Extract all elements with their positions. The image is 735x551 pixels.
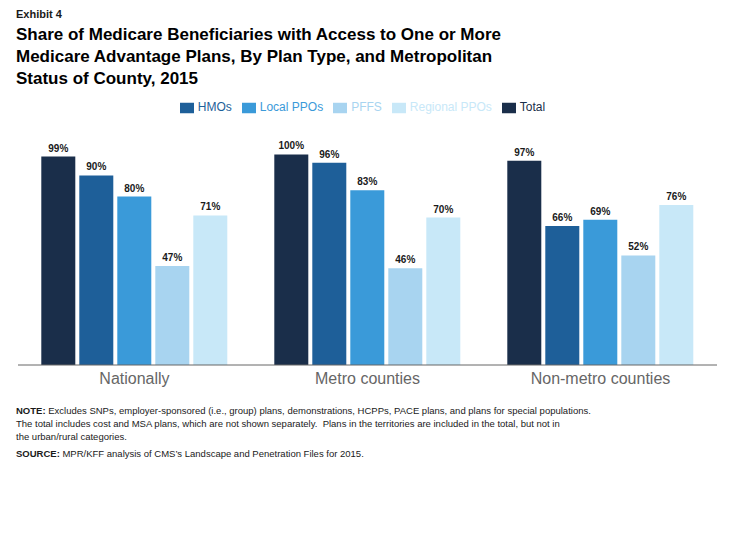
svg-text:100%: 100% [279,140,305,151]
svg-text:Nationally: Nationally [99,370,169,387]
svg-text:83%: 83% [357,176,377,187]
svg-text:47%: 47% [162,252,182,263]
html-text:SOURCE: MPR/KFF analysis of CM: SOURCE: MPR/KFF analysis of CMS’s Landsc… [16,448,364,459]
html-text:Share of Medicare Beneficiarie: Share of Medicare Beneficiaries with Acc… [16,25,501,44]
svg-text:Metro counties: Metro counties [315,370,420,387]
svg-text:71%: 71% [200,201,220,212]
html-text:Regional PPOs: Regional PPOs [409,100,492,114]
html-text:Medicare Advantage Plans, By P: Medicare Advantage Plans, By Plan Type, … [16,47,493,66]
svg-text:99%: 99% [48,143,68,154]
svg-text:46%: 46% [395,254,415,265]
html-text:HMOs: HMOs [197,100,232,114]
svg-text:69%: 69% [590,206,610,217]
html-text:Status of County, 2015: Status of County, 2015 [16,69,198,88]
html-text:Total: Total [519,100,546,114]
svg-text:66%: 66% [552,212,572,223]
svg-text:76%: 76% [666,191,686,202]
svg-text:96%: 96% [319,149,339,160]
svg-text:Non-metro counties: Non-metro counties [531,370,671,387]
html-text:Local PPOs: Local PPOs [259,100,324,114]
svg-text:52%: 52% [628,241,648,252]
html-text:NOTE: Excludes SNPs, employer-: NOTE: Excludes SNPs, employer-sponsored … [16,405,591,442]
svg-text:70%: 70% [433,204,453,215]
svg-text:90%: 90% [86,161,106,172]
svg-text:97%: 97% [514,147,534,158]
svg-text:80%: 80% [124,183,144,194]
html-text:Exhibit 4: Exhibit 4 [16,8,62,20]
html-text:PFFS: PFFS [351,100,382,114]
